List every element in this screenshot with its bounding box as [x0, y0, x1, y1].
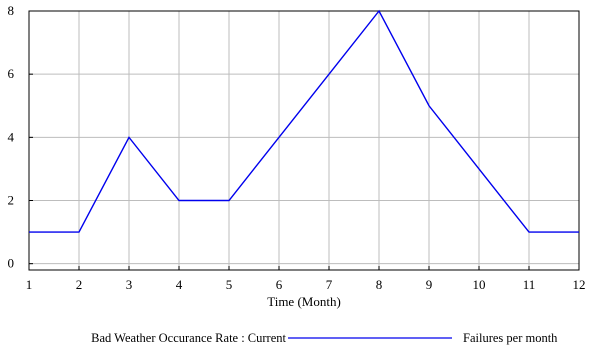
y-tick-label: 0	[8, 256, 15, 271]
x-tick-label: 4	[176, 277, 183, 292]
x-tick-label: 10	[473, 277, 486, 292]
x-tick-label: 2	[76, 277, 83, 292]
y-axis-ticks: 0 2 4 6 8	[8, 3, 33, 271]
x-tick-label: 9	[426, 277, 433, 292]
x-tick-label: 1	[26, 277, 33, 292]
legend: Bad Weather Occurance Rate : Current Fai…	[91, 331, 558, 345]
legend-series-name: Bad Weather Occurance Rate : Current	[91, 331, 286, 345]
x-axis-ticks: 1 2 3 4 5 6 7 8 9 10 11 12	[26, 266, 586, 292]
x-tick-label: 3	[126, 277, 133, 292]
x-tick-label: 12	[573, 277, 586, 292]
series-layer	[29, 9, 579, 233]
y-tick-label: 2	[8, 193, 15, 208]
plot-area-frame	[28, 10, 580, 271]
x-tick-label: 5	[226, 277, 233, 292]
series-line-1	[29, 9, 579, 233]
x-tick-label: 8	[376, 277, 383, 292]
grid-lines	[28, 10, 580, 270]
legend-series-unit: Failures per month	[463, 331, 558, 345]
y-tick-label: 6	[8, 66, 15, 81]
y-tick-label: 4	[8, 129, 15, 144]
x-tick-label: 11	[523, 277, 536, 292]
x-tick-label: 6	[276, 277, 283, 292]
x-axis-title: Time (Month)	[267, 294, 341, 309]
y-tick-label: 8	[8, 3, 15, 18]
x-tick-label: 7	[326, 277, 333, 292]
